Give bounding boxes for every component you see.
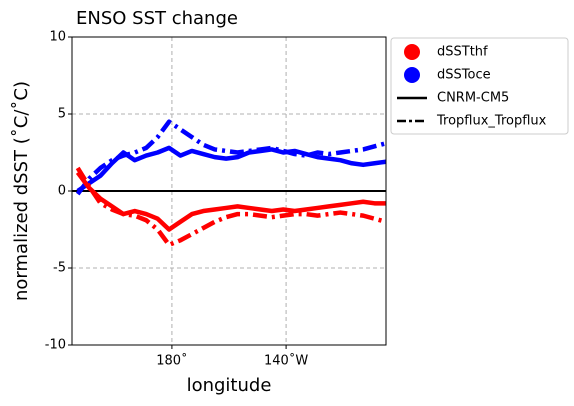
chart-title: ENSO SST change <box>76 8 238 29</box>
legend-marker <box>404 67 420 83</box>
y-tick-label: 0 <box>58 184 66 199</box>
legend-label: CNRM-CM5 <box>437 91 509 106</box>
plot-frame <box>71 36 387 346</box>
x-tick-label: 140˚W <box>264 353 308 369</box>
legend-box <box>390 37 569 135</box>
y-tick-label: -5 <box>53 261 66 276</box>
series-line <box>75 166 387 248</box>
y-tick-label: -10 <box>45 338 66 353</box>
legend-label: dSSTthf <box>437 45 488 60</box>
series-line <box>75 171 386 232</box>
series-line <box>75 119 387 196</box>
x-axis-label: longitude <box>187 375 272 396</box>
legend-label: dSSToce <box>437 68 491 83</box>
y-tick-label: 10 <box>49 30 66 45</box>
legend-label: Tropflux_Tropflux <box>436 114 547 129</box>
x-tick-label: 180˚ <box>156 353 187 369</box>
y-axis-label: normalized dSST (˚C/˚C) <box>11 81 32 301</box>
legend-marker <box>404 44 420 60</box>
y-tick-label: 5 <box>58 107 66 122</box>
